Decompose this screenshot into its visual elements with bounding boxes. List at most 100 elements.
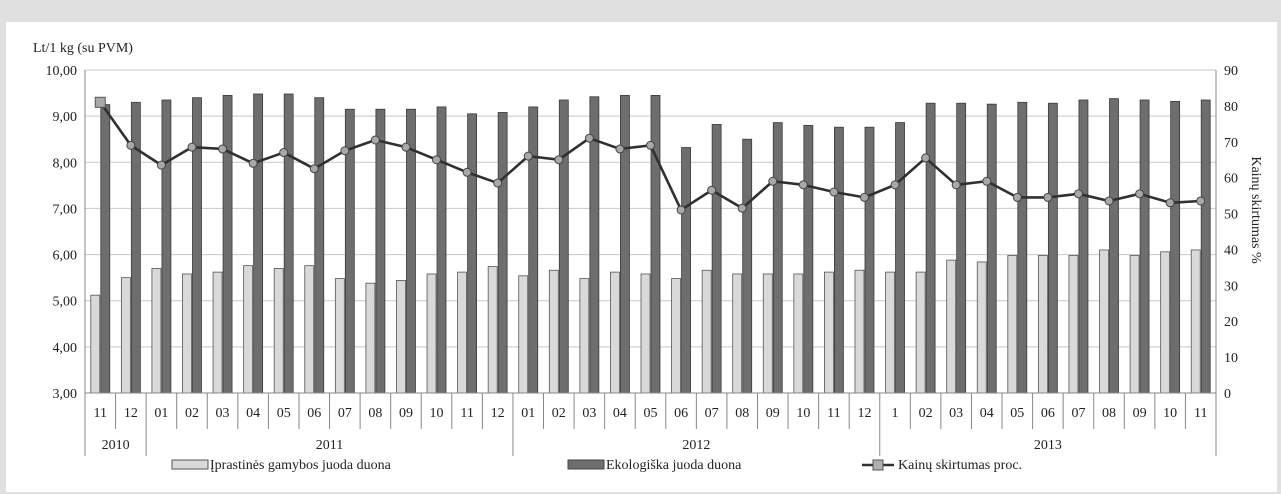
line-point (1135, 189, 1145, 199)
x-tick-label: 01 (154, 406, 168, 421)
x-tick-label: 03 (216, 406, 230, 421)
y-left-tick-label: 8,00 (53, 156, 78, 171)
legend-label-conventional: Įprastinės gamybos juoda duona (210, 458, 392, 473)
x-tick-label: 08 (1102, 406, 1116, 421)
line-point (676, 205, 686, 215)
bar-series (90, 93, 1211, 394)
line-point (187, 142, 197, 152)
legend-swatch-ecological (567, 459, 605, 470)
line-point (218, 144, 228, 154)
bar-conventional (946, 259, 957, 394)
x-tick-label: 07 (1071, 406, 1085, 421)
line-point (523, 151, 533, 161)
y-left-axis-title: Lt/1 kg (su PVM) (33, 41, 133, 56)
bar-ecological (283, 93, 294, 394)
bar-ecological (467, 113, 477, 394)
line-point (156, 160, 166, 170)
bar-ecological (100, 104, 111, 394)
year-label: 2012 (682, 438, 710, 453)
legend: Įprastinės gamybos juoda duona Ekologišk… (171, 458, 1022, 473)
x-tick-label: 02 (919, 406, 933, 421)
line-point (462, 167, 472, 177)
bar-conventional (396, 280, 406, 394)
x-tick-label: 04 (246, 406, 260, 421)
bar-ecological (620, 94, 630, 394)
y-right-tick-label: 90 (1224, 64, 1238, 79)
bar-ecological (1170, 100, 1181, 394)
y-right-tick-label: 50 (1224, 208, 1238, 223)
line-point (279, 148, 289, 158)
bar-conventional (579, 278, 590, 394)
bar-conventional (457, 271, 467, 394)
bar-ecological (711, 124, 722, 394)
line-point (615, 144, 625, 154)
bar-conventional (426, 273, 437, 394)
x-tick-label: 10 (430, 406, 444, 421)
bar-conventional (182, 273, 192, 394)
bar-conventional (640, 273, 651, 394)
x-tick-label: 09 (1133, 406, 1147, 421)
line-point (1165, 198, 1175, 208)
year-label: 2013 (1034, 438, 1062, 453)
line-point (248, 158, 258, 168)
bar-conventional (1007, 255, 1018, 394)
line-point (707, 185, 717, 195)
line-point (94, 96, 106, 108)
x-tick-label: 11 (1194, 406, 1207, 421)
line-point (309, 164, 319, 174)
bar-ecological (1139, 99, 1150, 394)
bar-line-chart: 3,004,005,006,007,008,009,0010,000102030… (33, 41, 1263, 473)
bar-ecological (925, 102, 936, 394)
line-point (493, 178, 503, 188)
bar-ecological (1047, 102, 1058, 394)
x-tick-label: 08 (368, 406, 382, 421)
x-tick-label: 12 (124, 406, 138, 421)
bar-conventional (548, 269, 559, 394)
line-point (584, 133, 594, 143)
bar-conventional (701, 269, 712, 394)
x-tick-label: 01 (521, 406, 535, 421)
line-point (798, 180, 808, 190)
bar-conventional (885, 271, 895, 394)
bar-ecological (161, 99, 172, 394)
bar-ecological (1078, 99, 1089, 394)
line-point (432, 155, 442, 165)
bar-conventional (915, 271, 926, 394)
bar-conventional (732, 273, 743, 394)
bar-ecological (650, 94, 661, 394)
y-right-tick-label: 70 (1224, 136, 1238, 151)
bar-conventional (304, 265, 315, 394)
y-right-tick-label: 30 (1224, 279, 1238, 294)
bar-conventional (1037, 255, 1048, 394)
line-point (340, 146, 350, 156)
bar-conventional (1129, 255, 1140, 394)
x-tick-label: 10 (796, 406, 810, 421)
legend-label-ecological: Ekologiška juoda duona (606, 458, 742, 473)
line-point (921, 153, 931, 163)
x-tick-label: 06 (674, 406, 688, 421)
bar-conventional (854, 269, 865, 394)
bar-ecological (742, 138, 753, 394)
bar-conventional (1099, 249, 1109, 394)
bar-ecological (895, 122, 905, 394)
bar-conventional (1190, 249, 1201, 394)
y-right-tick-label: 20 (1224, 315, 1238, 330)
bar-ecological (192, 97, 202, 394)
line-difference (99, 101, 1201, 212)
x-tick-label: 08 (735, 406, 749, 421)
y-right-tick-label: 40 (1224, 243, 1238, 258)
y-right-tick-label: 80 (1224, 100, 1238, 115)
x-tick-label: 03 (949, 406, 963, 421)
bar-ecological (864, 126, 875, 394)
x-tick-label: 12 (857, 406, 871, 421)
y-left-tick-label: 4,00 (53, 341, 78, 356)
x-tick-label: 11 (94, 406, 107, 421)
line-point (1104, 196, 1114, 206)
x-tick-label: 03 (582, 406, 596, 421)
x-tick-label: 12 (491, 406, 505, 421)
bar-ecological (1200, 99, 1211, 394)
line-point (646, 140, 655, 150)
y-right-axis-title: Kainų skirtumas % (1248, 156, 1263, 264)
bar-conventional (793, 273, 804, 394)
x-tick-label: 09 (766, 406, 780, 421)
